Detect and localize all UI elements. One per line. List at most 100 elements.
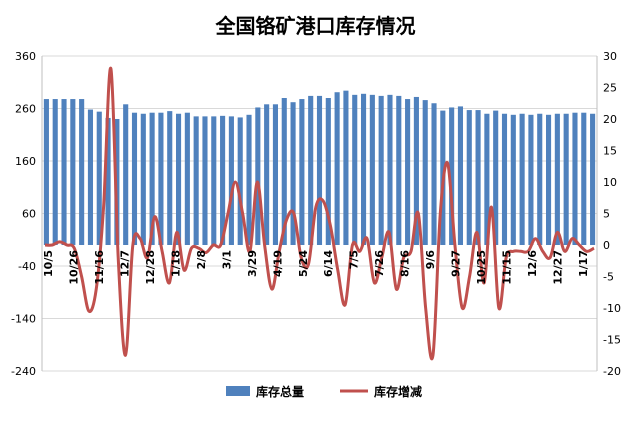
bar bbox=[519, 113, 525, 245]
right-tick-label: 20 bbox=[603, 113, 617, 126]
bar bbox=[360, 93, 367, 245]
bar bbox=[590, 113, 596, 245]
bar bbox=[545, 114, 552, 245]
bar bbox=[316, 95, 323, 246]
x-tick-label: 12/27 bbox=[552, 250, 565, 285]
bar bbox=[246, 114, 252, 245]
bar bbox=[405, 99, 411, 245]
x-tick-label: 10/25 bbox=[475, 250, 488, 285]
right-tick-label: 15 bbox=[603, 145, 617, 158]
left-tick-label: -140 bbox=[11, 313, 36, 326]
bar bbox=[431, 103, 437, 245]
x-tick-label: 7/26 bbox=[373, 250, 386, 277]
bar bbox=[158, 112, 164, 245]
bar bbox=[70, 99, 76, 245]
bar bbox=[413, 96, 419, 245]
chart-title: 全国铬矿港口库存情况 bbox=[215, 14, 416, 38]
bar bbox=[449, 107, 455, 245]
bar bbox=[422, 100, 428, 245]
left-tick-label: -40 bbox=[18, 260, 36, 273]
bar bbox=[369, 94, 375, 245]
bar-series bbox=[43, 90, 596, 246]
x-tick-label: 1/17 bbox=[577, 250, 590, 277]
x-tick-label: 1/18 bbox=[169, 250, 182, 277]
left-tick-label: 260 bbox=[15, 103, 36, 116]
right-tick-label: 30 bbox=[603, 50, 617, 63]
bar bbox=[140, 113, 146, 245]
bar bbox=[510, 114, 516, 245]
bar bbox=[396, 95, 402, 246]
right-tick-label: 10 bbox=[603, 176, 617, 189]
right-tick-label: 25 bbox=[603, 82, 617, 95]
bar bbox=[167, 111, 173, 245]
bar bbox=[43, 99, 49, 245]
right-tick-label: -15 bbox=[603, 334, 621, 347]
legend: 库存总量 库存增减 bbox=[226, 384, 422, 399]
bar bbox=[202, 116, 208, 245]
bar bbox=[325, 98, 331, 245]
legend-swatch-bar bbox=[226, 386, 250, 396]
bar bbox=[264, 104, 270, 245]
left-tick-label: 360 bbox=[15, 50, 36, 63]
bar bbox=[105, 117, 111, 245]
bar bbox=[123, 104, 129, 245]
x-tick-label: 12/7 bbox=[118, 250, 131, 277]
right-tick-label: -20 bbox=[603, 365, 621, 378]
left-tick-label: 60 bbox=[22, 208, 36, 221]
x-tick-label: 7/5 bbox=[348, 250, 361, 269]
left-tick-label: -240 bbox=[11, 365, 36, 378]
bar bbox=[131, 112, 138, 245]
bar bbox=[184, 112, 190, 245]
x-tick-label: 3/29 bbox=[246, 250, 259, 277]
bar bbox=[299, 99, 305, 245]
bar bbox=[466, 110, 472, 245]
right-tick-label: -10 bbox=[603, 302, 621, 315]
bar bbox=[475, 110, 481, 245]
x-tick-label: 6/14 bbox=[322, 250, 335, 277]
right-tick-label: -5 bbox=[603, 271, 614, 284]
bar bbox=[175, 113, 182, 245]
x-tick-label: 2/8 bbox=[195, 250, 208, 269]
bar bbox=[554, 113, 560, 245]
bar bbox=[87, 109, 94, 245]
bar bbox=[61, 99, 67, 245]
x-tick-label: 12/28 bbox=[144, 250, 157, 285]
left-tick-label: 160 bbox=[15, 155, 36, 168]
right-tick-label: 0 bbox=[603, 239, 610, 252]
bar bbox=[149, 112, 155, 245]
bar bbox=[281, 98, 287, 245]
bar bbox=[290, 102, 296, 245]
x-tick-label: 11/16 bbox=[93, 250, 106, 285]
bar bbox=[572, 112, 578, 245]
bar bbox=[493, 110, 499, 245]
bar bbox=[457, 106, 464, 246]
bar bbox=[581, 112, 587, 245]
series-line bbox=[44, 67, 595, 361]
x-tick-label: 10/26 bbox=[67, 250, 80, 285]
bar bbox=[255, 107, 261, 245]
bar bbox=[334, 92, 340, 245]
x-tick-label: 4/19 bbox=[271, 250, 284, 277]
x-tick-label: 9/6 bbox=[424, 250, 437, 270]
bar bbox=[343, 90, 349, 246]
x-axis: 10/5 10/26 11/16 12/7 12/28 1/18 2/8 3/1 3/29 4/1… bbox=[42, 250, 590, 285]
x-tick-label: 11/15 bbox=[501, 250, 514, 285]
bar bbox=[528, 114, 534, 245]
left-axis: -240 -140 -40 60 160 260 360 bbox=[11, 50, 43, 378]
x-tick-label: 12/6 bbox=[526, 250, 539, 277]
bar bbox=[563, 113, 569, 245]
x-tick-label: 10/5 bbox=[42, 250, 55, 277]
bar bbox=[308, 95, 314, 246]
bar bbox=[220, 115, 226, 245]
bar bbox=[211, 116, 217, 245]
bar bbox=[484, 113, 490, 245]
bar bbox=[96, 111, 102, 246]
x-tick-label: 8/16 bbox=[399, 250, 412, 277]
x-tick-label: 3/1 bbox=[220, 250, 233, 269]
right-axis: -20 -15 -10 -5 0 5 10 15 20 25 30 bbox=[596, 50, 621, 378]
legend-label: 库存总量 bbox=[256, 384, 304, 399]
bar bbox=[352, 94, 358, 245]
bar bbox=[79, 99, 85, 245]
